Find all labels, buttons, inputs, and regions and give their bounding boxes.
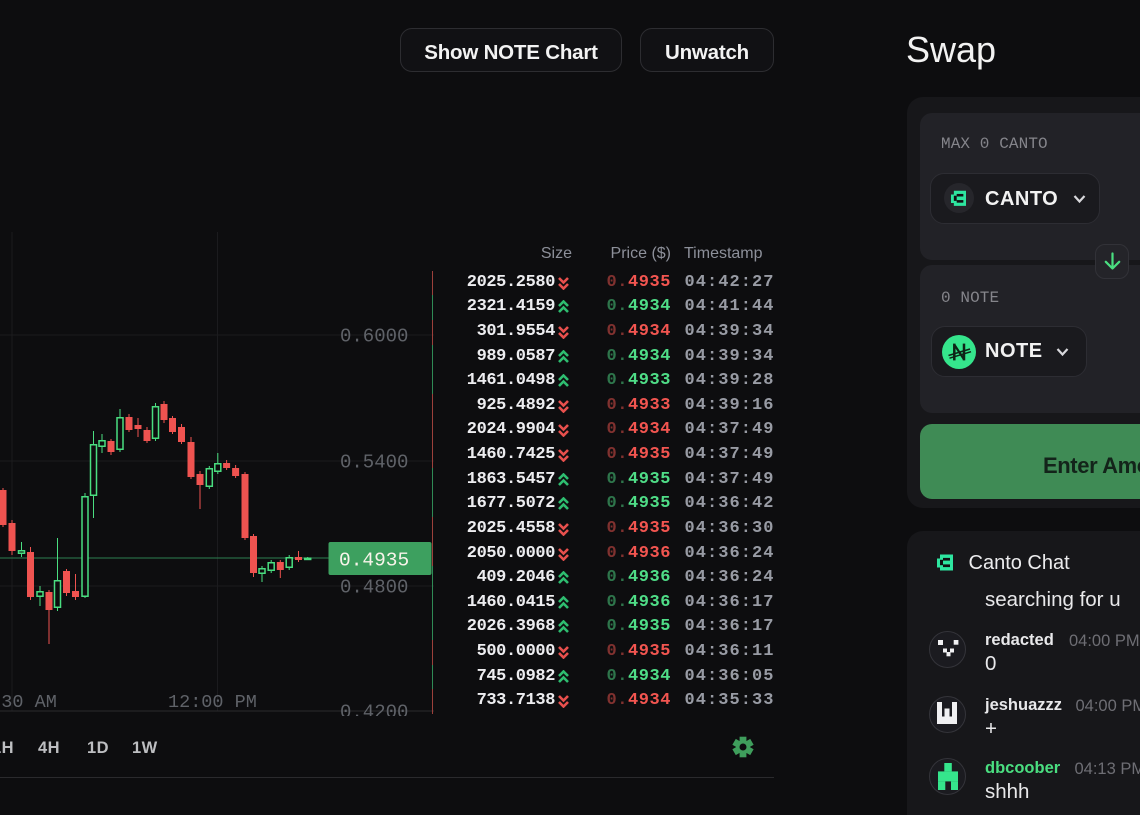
svg-text:0.4800: 0.4800 xyxy=(340,577,408,599)
svg-text:0.6000: 0.6000 xyxy=(340,326,408,348)
svg-text:0.5400: 0.5400 xyxy=(340,452,408,474)
svg-text:0.4200: 0.4200 xyxy=(340,702,408,717)
svg-text:0.4935: 0.4935 xyxy=(339,550,409,572)
